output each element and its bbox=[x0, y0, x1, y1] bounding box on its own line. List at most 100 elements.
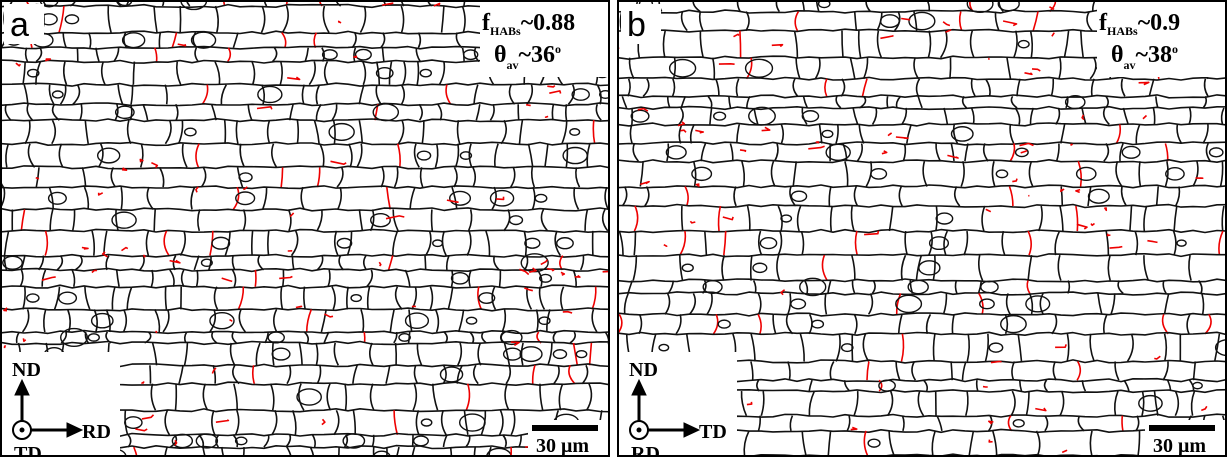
grain-boundary bbox=[95, 47, 100, 62]
low-angle-boundary bbox=[861, 78, 868, 97]
grain-boundary bbox=[223, 120, 227, 144]
low-angle-boundary bbox=[142, 254, 146, 258]
grain-boundary bbox=[1014, 107, 1021, 125]
small-grain bbox=[569, 128, 581, 136]
low-angle-boundary bbox=[1147, 239, 1158, 244]
grain-boundary bbox=[675, 314, 682, 335]
grain-boundary bbox=[1044, 415, 1049, 432]
grain-boundary bbox=[617, 122, 1227, 127]
grain-boundary bbox=[164, 409, 171, 436]
grain-boundary bbox=[666, 143, 670, 162]
small-grain bbox=[1087, 188, 1110, 204]
grain-boundary bbox=[1043, 379, 1048, 392]
grain-boundary bbox=[928, 230, 933, 256]
low-angle-boundary bbox=[722, 216, 734, 221]
small-grain bbox=[908, 11, 936, 31]
grain-boundary bbox=[750, 361, 754, 381]
grain-boundary bbox=[491, 186, 497, 210]
grain-boundary bbox=[442, 364, 447, 385]
small-grain bbox=[2, 255, 23, 270]
grain-boundary bbox=[224, 230, 231, 256]
grain-boundary bbox=[1174, 186, 1181, 207]
grain-boundary bbox=[1221, 205, 1225, 232]
grain-boundary bbox=[359, 5, 367, 33]
grain-boundary bbox=[1213, 333, 1221, 362]
grain-boundary bbox=[381, 47, 385, 62]
grain-boundary bbox=[1054, 230, 1061, 256]
grain-boundary bbox=[421, 120, 425, 144]
grain-boundary bbox=[485, 230, 491, 256]
low-angle-boundary bbox=[677, 121, 686, 127]
grain-boundary bbox=[1135, 415, 1140, 432]
grain-boundary bbox=[174, 103, 179, 121]
low-angle-boundary bbox=[1075, 205, 1079, 232]
grain-boundary bbox=[233, 383, 239, 411]
small-grain bbox=[744, 58, 774, 78]
low-angle-boundary bbox=[679, 230, 687, 256]
low-angle-boundary bbox=[279, 275, 293, 280]
low-angle-boundary bbox=[1106, 233, 1111, 237]
grain-boundary bbox=[272, 309, 278, 333]
grain-boundary bbox=[1186, 314, 1191, 335]
grain-boundary bbox=[1087, 186, 1092, 207]
grain-boundary bbox=[126, 286, 133, 310]
small-grain bbox=[449, 190, 472, 206]
grain-boundary bbox=[214, 5, 219, 33]
grain-boundary bbox=[1172, 230, 1177, 256]
grain-boundary bbox=[1155, 186, 1159, 207]
grain-boundary bbox=[353, 47, 357, 62]
low-angle-boundary bbox=[850, 426, 858, 431]
grain-boundary bbox=[1162, 361, 1169, 381]
grain-boundary bbox=[792, 161, 798, 187]
low-angle-boundary bbox=[761, 126, 771, 132]
grain-boundary bbox=[617, 203, 1227, 209]
grain-boundary bbox=[927, 30, 932, 58]
grain-boundary bbox=[393, 167, 399, 188]
small-grain bbox=[811, 319, 825, 329]
grain-boundary bbox=[1028, 160, 1034, 187]
grain-boundary bbox=[760, 390, 765, 416]
low-angle-boundary bbox=[1035, 407, 1047, 412]
grain-boundary bbox=[949, 57, 952, 79]
grain-boundary bbox=[792, 78, 799, 97]
grain-boundary bbox=[469, 331, 475, 344]
grain-boundary bbox=[664, 293, 671, 315]
low-angle-boundary bbox=[1076, 223, 1088, 230]
grain-boundary bbox=[291, 410, 297, 435]
grain-boundary bbox=[130, 84, 134, 105]
small-grain bbox=[575, 349, 588, 359]
grain-boundary bbox=[554, 230, 562, 257]
grain-boundary bbox=[122, 309, 128, 333]
inset-box bbox=[480, 2, 608, 77]
grain-boundary bbox=[380, 32, 386, 49]
grain-boundary bbox=[49, 209, 54, 231]
grain-boundary bbox=[1055, 143, 1060, 162]
small-grain bbox=[111, 211, 137, 229]
grain-boundary bbox=[164, 286, 168, 310]
value: ~0.9 bbox=[1138, 10, 1180, 36]
low-angle-boundary bbox=[433, 2, 441, 7]
low-angle-boundary bbox=[881, 150, 888, 155]
small-grain bbox=[321, 49, 338, 61]
low-angle-boundary bbox=[821, 254, 828, 281]
low-angle-boundary bbox=[745, 57, 753, 80]
grain-boundary bbox=[617, 141, 1227, 146]
low-angle-boundary bbox=[1121, 415, 1124, 432]
small-grain bbox=[209, 311, 235, 330]
small-grain bbox=[500, 329, 523, 346]
grain-boundary bbox=[1163, 333, 1168, 362]
grain-boundary bbox=[857, 30, 862, 58]
low-angle-boundary bbox=[140, 381, 145, 385]
grain-boundary bbox=[115, 269, 120, 287]
grain-boundary bbox=[74, 255, 83, 271]
low-angle-boundary bbox=[695, 183, 700, 188]
low-angle-boundary bbox=[880, 34, 894, 40]
grain-boundary bbox=[780, 124, 785, 144]
small-grain bbox=[681, 263, 694, 273]
low-angle-boundary bbox=[295, 305, 303, 309]
grain-boundary bbox=[251, 61, 256, 85]
grain-boundary bbox=[573, 186, 580, 210]
low-angle-boundary bbox=[1049, 6, 1055, 11]
grain-boundary bbox=[164, 84, 168, 105]
low-angle-boundary bbox=[81, 246, 89, 250]
